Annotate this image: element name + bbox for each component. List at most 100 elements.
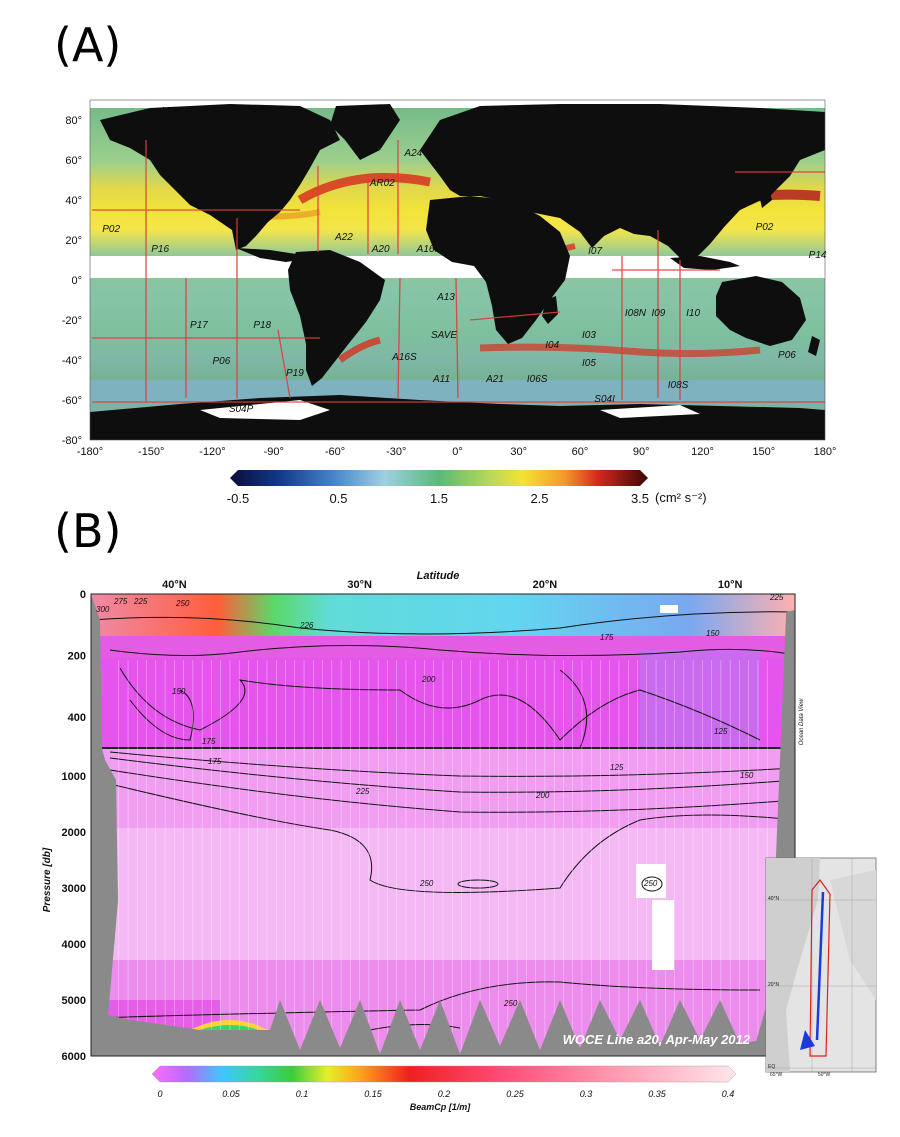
x-tick-label: 60° [572,446,589,458]
x-tick-label: -120° [199,446,225,458]
svg-text:125: 125 [610,763,624,772]
section-label: A24 [403,148,422,159]
section-label: I06S [527,374,548,385]
svg-text:175: 175 [202,737,216,746]
section-label: P17 [190,320,208,331]
colorbar-tick: 2.5 [530,491,548,506]
section-label: I05 [582,358,596,369]
colorbar-tick: 0.1 [296,1089,309,1099]
y-tick-label: -80° [62,435,82,447]
section-label: A16N [416,244,443,255]
section-label: AR02 [369,178,395,189]
svg-text:150: 150 [172,687,186,696]
section-label: I08S [668,380,689,391]
colorbar-tick: 0.05 [222,1089,241,1099]
section-label: I09 [651,308,665,319]
svg-text:225: 225 [769,593,784,602]
section-label: I10 [686,308,700,319]
bathymetry [91,594,795,1056]
x-tick-label: -90° [264,446,284,458]
y-tick-label: 400 [68,712,86,724]
section-label: P14 [809,250,827,261]
section-label: P06 [778,350,796,361]
colorbar-tick: 0.5 [329,491,347,506]
y-axis-ticks: 80° 60° 40° 20° 0° -20° -40° -60° -80° [62,115,82,447]
svg-text:250: 250 [175,599,190,608]
section-label: A13 [436,292,455,303]
y-tick-label: 6000 [62,1051,86,1063]
x-axis-ticks: -180° -150° -120° -90° -60° -30° 0° 30° 60° 90° 12… [77,446,837,458]
svg-text:175: 175 [600,633,614,642]
svg-text:226: 226 [299,621,314,630]
svg-text:225: 225 [133,597,148,606]
x-tick-label: 180° [814,446,837,458]
section-annotation: WOCE Line a20, Apr-May 2012 [563,1032,751,1047]
svg-text:20°N: 20°N [768,982,780,988]
y-tick-label: 20° [65,235,82,247]
y-tick-label: -20° [62,315,82,327]
north-america [100,104,340,250]
section-label: ARC01 [158,106,191,117]
y-tick-label: 5000 [62,995,86,1007]
greenland [330,104,400,160]
panel-b-label: (B) [54,504,122,558]
section-label: A20 [371,244,390,255]
x-axis-ticks-b: 40°N 30°N 20°N 10°N [162,579,742,591]
svg-text:65°W: 65°W [770,1072,783,1078]
x-tick-label: 40°N [162,579,187,591]
colorbar-tick: -0.5 [227,491,249,506]
y-tick-label: 80° [65,115,82,127]
colorbar-tick: 1.5 [430,491,448,506]
inset-map: 40°N 20°N EQ 65°W 50°W [765,857,877,1078]
colorbar-b-label: BeamCp [1/m] [410,1102,472,1112]
colorbar-tick: 0.2 [438,1089,451,1099]
svg-text:40°N: 40°N [768,896,780,902]
svg-text:275: 275 [113,597,128,606]
x-tick-label: 30° [510,446,527,458]
x-tick-label: 0° [452,446,463,458]
x-tick-label: -150° [138,446,164,458]
x-tick-label: -30° [386,446,406,458]
section-label: I07 [588,246,602,257]
x-tick-label: 10°N [718,579,743,591]
panel-a-label: (A) [54,18,122,72]
svg-text:200: 200 [421,675,436,684]
y-tick-label: 60° [65,155,82,167]
africa [426,196,570,344]
colorbar-b: 0 0.05 0.1 0.15 0.2 0.25 0.3 0.35 0.4 BeamCp [1/… [151,1065,737,1112]
section-label: P18 [253,320,271,331]
x-tick-label: 30°N [347,579,372,591]
section-label: A11 [432,374,450,385]
svg-text:250: 250 [419,879,434,888]
equatorial-gap [90,256,825,278]
section-label: P19 [286,368,304,379]
section-labels: ARC01 AR02 A24 P02 P16 A22 A20 A16N I07 P02 P14 A13… [102,106,827,415]
australia [716,276,806,346]
eurasia [420,104,825,262]
y-tick-label: 0 [80,589,86,601]
section-label: A22 [334,232,353,243]
x-tick-label: 20°N [533,579,558,591]
y-tick-label: 2000 [62,827,86,839]
y-tick-label: 4000 [62,939,86,951]
colorbar-a: -0.5 0.5 1.5 2.5 3.5 (cm² s⁻²) [227,470,707,506]
section-label: I08N [625,308,647,319]
svg-text:300: 300 [96,605,110,614]
colorbar-tick: 0.35 [648,1089,667,1099]
section-label: S04I [594,394,615,405]
y-tick-label: 0° [71,275,82,287]
x-axis-title: Latitude [417,570,460,582]
section-label: P02 [102,224,120,235]
colorbar-unit: (cm² s⁻²) [655,490,707,505]
x-tick-label: -180° [77,446,103,458]
y-tick-label: -60° [62,395,82,407]
colorbar-tick: 0 [157,1089,162,1099]
section-label: I04 [545,340,559,351]
y-tick-label: 3000 [62,883,86,895]
svg-text:150: 150 [706,629,720,638]
section-label: SAVE [431,330,457,341]
y-tick-label: 40° [65,195,82,207]
svg-text:150: 150 [740,771,754,780]
section-label: P06 [213,356,231,367]
svg-text:175: 175 [208,757,222,766]
